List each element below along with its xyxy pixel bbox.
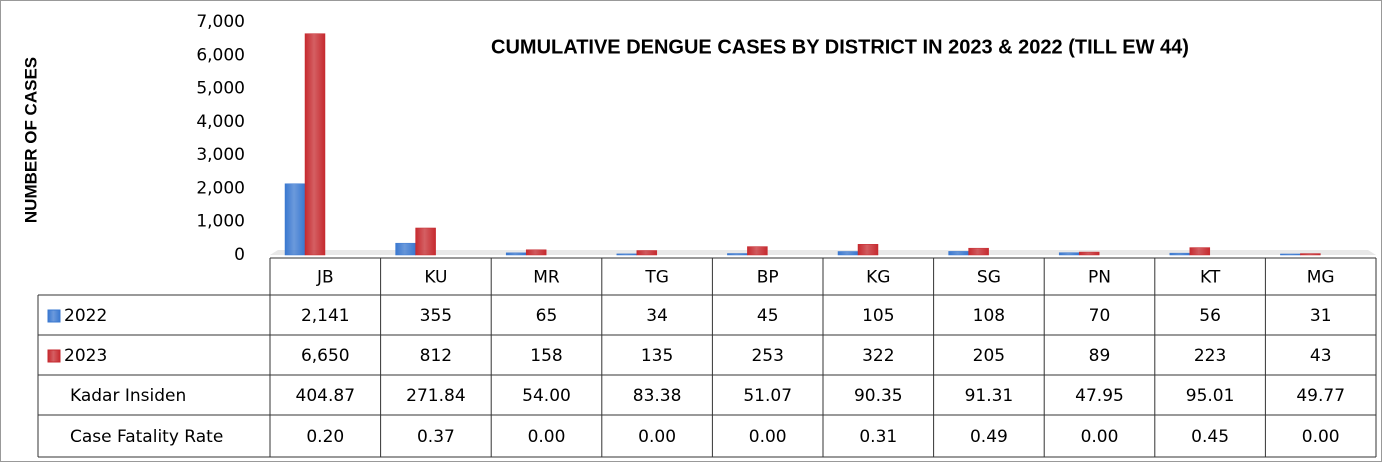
y-tick-label: 7,000 — [196, 12, 245, 32]
table-value: 45 — [757, 306, 779, 326]
x-tick-label: TG — [644, 268, 669, 288]
table-value: 135 — [641, 346, 673, 366]
table-value: 70 — [1089, 306, 1111, 326]
y-tick-label: 0 — [234, 245, 245, 265]
y-tick-label: 2,000 — [196, 178, 245, 198]
table-value: 0.45 — [1191, 427, 1229, 447]
y-tick-label: 5,000 — [196, 79, 245, 99]
y-axis-label: NUMBER OF CASES — [21, 57, 40, 223]
table-value: 271.84 — [406, 386, 465, 406]
bar — [1078, 251, 1100, 256]
x-tick-label: BP — [757, 268, 779, 288]
bar — [1189, 247, 1211, 256]
table-value: 34 — [646, 306, 668, 326]
bar — [948, 251, 969, 256]
table-value: 0.00 — [528, 427, 566, 447]
legend-key — [47, 349, 61, 363]
bar — [525, 249, 547, 256]
table-value: 51.07 — [743, 386, 792, 406]
table-value: 205 — [973, 346, 1005, 366]
table-value: 89 — [1089, 346, 1111, 366]
table-value: 812 — [420, 346, 452, 366]
table-value: 0.00 — [749, 427, 787, 447]
legend-key — [47, 309, 61, 323]
table-value: 47.95 — [1075, 386, 1124, 406]
bar — [837, 251, 859, 256]
table-value: 6,650 — [301, 346, 350, 366]
table-value: 90.35 — [854, 386, 903, 406]
x-tick-label: KG — [866, 268, 890, 288]
plot-floor — [270, 250, 1376, 255]
table-value: 0.00 — [1081, 427, 1119, 447]
table-value: 49.77 — [1296, 386, 1345, 406]
y-tick-label: 3,000 — [196, 145, 245, 165]
table-value: 95.01 — [1186, 386, 1235, 406]
chart-title: CUMULATIVE DENGUE CASES BY DISTRICT IN 2… — [491, 36, 1189, 58]
row-label: Case Fatality Rate — [70, 427, 223, 447]
table-value: 31 — [1310, 306, 1332, 326]
row-label: Kadar Insiden — [70, 386, 186, 406]
x-tick-label: KT — [1200, 268, 1221, 288]
x-tick-label: KU — [424, 268, 447, 288]
x-tick-label: MG — [1307, 268, 1335, 288]
bar — [857, 244, 879, 256]
bar — [727, 253, 748, 256]
table-value: 0.31 — [859, 427, 897, 447]
bar — [747, 246, 768, 256]
table-value: 0.37 — [417, 427, 455, 447]
table-value: 0.00 — [1302, 427, 1340, 447]
bar — [1280, 253, 1301, 256]
table-value: 54.00 — [522, 386, 571, 406]
table-value: 105 — [862, 306, 894, 326]
x-tick-label: JB — [316, 268, 334, 288]
x-tick-label: SG — [977, 268, 1001, 288]
y-tick-label: 1,000 — [196, 212, 245, 232]
table-value: 158 — [530, 346, 562, 366]
table-value: 83.38 — [633, 386, 682, 406]
table-value: 2,141 — [301, 306, 350, 326]
table-value: 223 — [1194, 346, 1226, 366]
table-value: 0.00 — [638, 427, 676, 447]
table-value: 108 — [973, 306, 1005, 326]
table-value: 43 — [1310, 346, 1332, 366]
table-value: 0.49 — [970, 427, 1008, 447]
table-value: 253 — [751, 346, 783, 366]
bar — [1058, 252, 1080, 256]
bar — [415, 227, 436, 256]
table-value: 91.31 — [965, 386, 1014, 406]
bar — [395, 242, 416, 256]
table-value: 65 — [536, 306, 558, 326]
legend-label: 2023 — [64, 346, 107, 366]
bar — [1300, 253, 1321, 256]
bar — [968, 247, 989, 256]
bar — [505, 252, 527, 256]
table-value: 355 — [420, 306, 452, 326]
table-value: 56 — [1199, 306, 1221, 326]
table-value: 322 — [862, 346, 894, 366]
bar — [616, 253, 638, 256]
bar — [304, 33, 326, 256]
y-tick-label: 4,000 — [196, 112, 245, 132]
bar — [284, 183, 306, 256]
y-tick-label: 6,000 — [196, 45, 245, 65]
x-tick-label: MR — [533, 268, 560, 288]
table-value: 404.87 — [296, 386, 355, 406]
table-value: 0.20 — [306, 427, 344, 447]
bar — [636, 250, 658, 256]
bar — [1169, 252, 1191, 256]
legend-label: 2022 — [64, 306, 107, 326]
x-tick-label: PN — [1088, 268, 1111, 288]
